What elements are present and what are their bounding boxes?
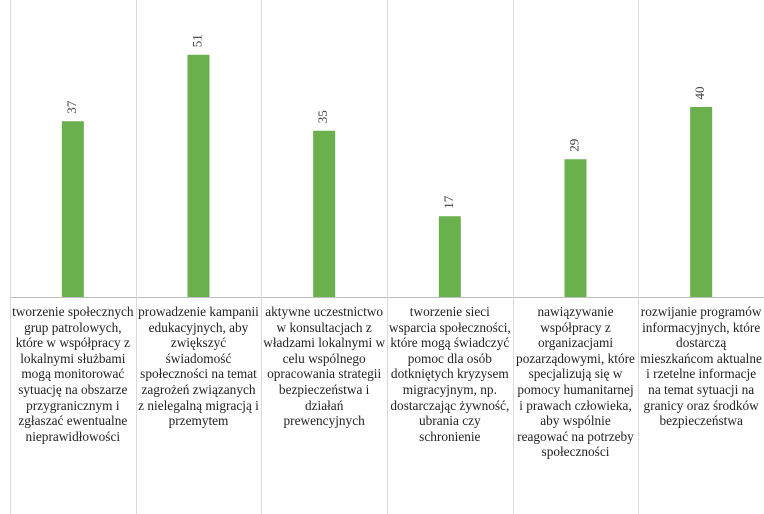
value-label: 40 bbox=[692, 87, 707, 100]
bar bbox=[690, 107, 713, 297]
value-label: 35 bbox=[315, 110, 330, 123]
x-tick-label: rozwijanie programów informacyjnych, któ… bbox=[640, 304, 762, 429]
bar bbox=[313, 130, 336, 297]
value-label: 17 bbox=[441, 195, 456, 209]
x-tick-label: prowadzenie kampanii edukacyjnych, aby z… bbox=[138, 304, 259, 429]
bar bbox=[564, 159, 587, 297]
value-label: 37 bbox=[64, 100, 79, 114]
x-tick-label: tworzenie sieci wsparcia społeczności, k… bbox=[388, 304, 511, 444]
bar bbox=[61, 121, 84, 297]
bar bbox=[187, 54, 210, 297]
x-tick-label: tworzenie społecznych grup patrolowych, … bbox=[12, 304, 134, 444]
bar bbox=[438, 216, 461, 297]
value-label: 51 bbox=[189, 34, 204, 47]
x-tick-label: nawiązywanie współpracy z organizacjami … bbox=[516, 304, 635, 460]
value-label: 29 bbox=[566, 139, 581, 152]
x-tick-label: aktywne uczestnictwo w konsultacjach z w… bbox=[263, 304, 386, 429]
